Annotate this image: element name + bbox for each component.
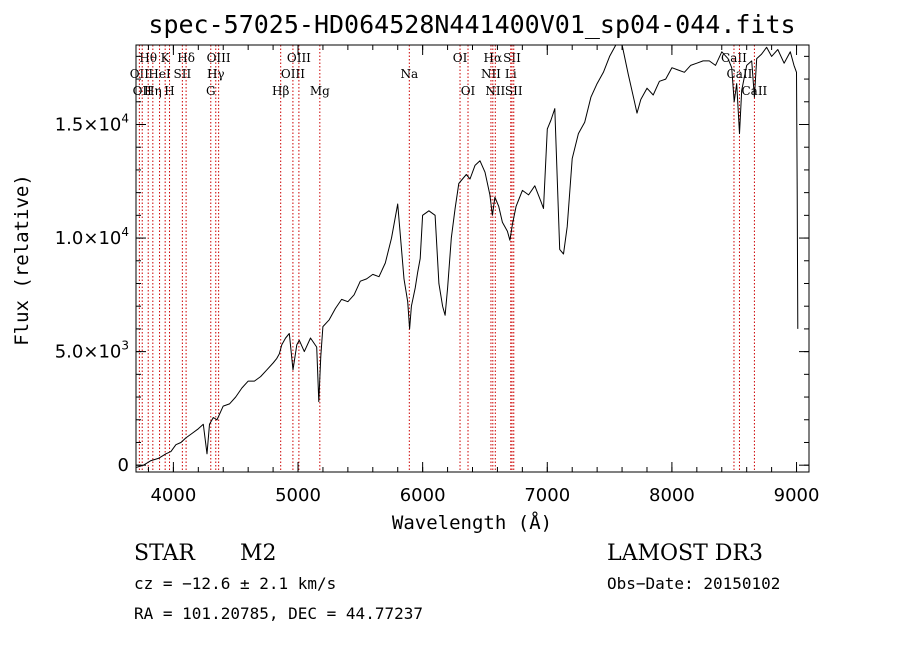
x-tick-label: 4000: [150, 485, 196, 506]
spectral-line-markers: HθOIIOIIHηHeIKHSIIHδGHγOIIIHβOIIIOIIIMgN…: [130, 45, 768, 472]
y-tick-label: 1.0×104: [55, 225, 129, 249]
spectral-line-label: Hα: [484, 51, 503, 65]
x-axis-label: Wavelength (Å): [392, 511, 552, 534]
spectral-line-label: G: [206, 84, 216, 98]
plot-frame: [135, 44, 810, 473]
spectral-line-label: Mg: [310, 84, 330, 98]
spectral-line-label: OIII: [281, 67, 305, 81]
y-tick-label: 0: [118, 455, 129, 476]
y-tick-label: 1.5×104: [55, 111, 129, 135]
spectral-line-label: CaII: [721, 51, 747, 65]
spectral-line-label: Li: [505, 67, 517, 81]
y-tick-exponent: 4: [121, 225, 129, 239]
survey-name: LAMOST DR3: [607, 541, 763, 566]
spectral-line-label: HeI: [148, 67, 171, 81]
x-tick-label: 5000: [275, 485, 321, 506]
spectral-line-label: SII: [174, 67, 192, 81]
spectral-line-label: SII: [503, 51, 521, 65]
redshift-cz: cz = −12.6 ± 2.1 km/s: [134, 574, 336, 593]
info-block: STAR M2 cz = −12.6 ± 2.1 km/s RA = 101.2…: [134, 541, 780, 623]
object-subclass: M2: [240, 541, 277, 566]
x-tick-label: 9000: [774, 485, 820, 506]
observation-date: Obs−Date: 20150102: [607, 574, 780, 593]
spectral-line-label: OIII: [287, 51, 311, 65]
y-tick-mantissa: 1.5×10: [55, 114, 122, 135]
y-tick-mantissa: 5.0×10: [55, 342, 122, 363]
x-tick-label: 6000: [400, 485, 446, 506]
spectral-line-label: OII: [133, 84, 153, 98]
spectral-line-label: OI: [453, 51, 468, 65]
y-tick-exponent: 3: [121, 339, 129, 353]
spectrum-line: [135, 44, 799, 468]
spectral-line-label: NII: [481, 67, 501, 81]
spectral-line-label: CaII: [727, 67, 753, 81]
y-tick-label: 5.0×103: [55, 339, 129, 363]
y-axis-label: Flux (relative): [11, 174, 33, 346]
spectral-line-label: OIII: [207, 51, 231, 65]
chart-title: spec-57025-HD064528N441400V01_sp04-044.f…: [148, 10, 795, 39]
spectral-line-label: Hη: [144, 84, 162, 98]
spectral-line-label: K: [161, 51, 171, 65]
y-tick-mantissa: 1.0×10: [55, 228, 122, 249]
spectral-line-label: Hδ: [177, 51, 195, 65]
spectral-line-label: Hγ: [207, 67, 225, 81]
x-tick-label: 7000: [524, 485, 570, 506]
spectral-line-label: OI: [461, 84, 476, 98]
x-tick-label: 8000: [649, 485, 695, 506]
spectral-line-label: Hβ: [272, 84, 289, 98]
spectral-line-label: Na: [400, 67, 418, 81]
spectrum-series: [135, 44, 799, 468]
spectral-line-label: OII: [130, 67, 150, 81]
y-tick-exponent: 4: [121, 111, 129, 125]
object-type: STAR: [134, 541, 196, 566]
spectral-line-label: Hθ: [139, 51, 157, 65]
spectral-line-label: H: [164, 84, 174, 98]
spectral-line-label: NII: [485, 84, 505, 98]
x-axis-ticks: 4000 5000 6000 7000 8000 9000: [147, 45, 820, 506]
coordinates: RA = 101.20785, DEC = 44.77237: [134, 604, 423, 623]
spectral-line-label: SII: [505, 84, 523, 98]
y-tick-mantissa: 0: [118, 455, 129, 476]
